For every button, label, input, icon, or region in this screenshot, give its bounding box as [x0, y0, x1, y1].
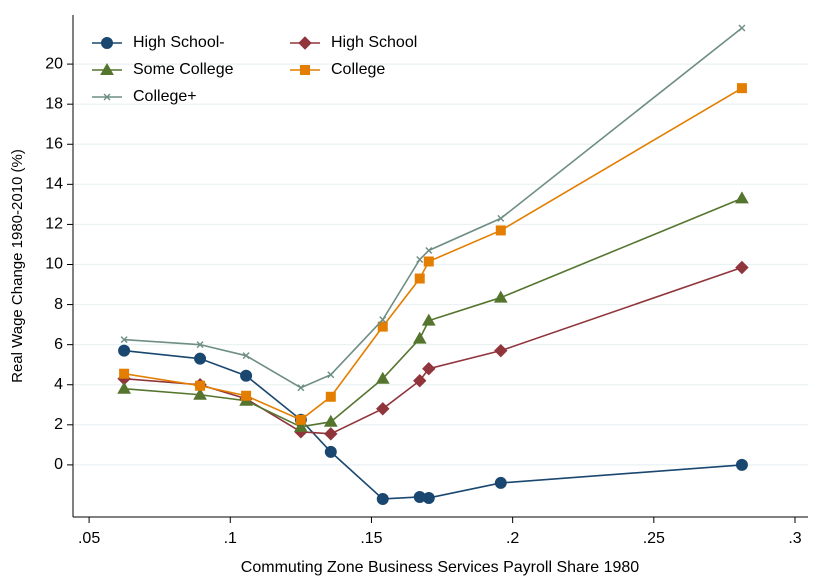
- marker: [413, 374, 427, 388]
- marker: [422, 361, 436, 376]
- marker: [416, 255, 424, 263]
- y-tick-label: 6: [54, 336, 63, 353]
- x-tick-label: .05: [78, 530, 100, 547]
- marker: [379, 316, 387, 324]
- marker: [375, 371, 390, 384]
- x-axis-title: Commuting Zone Business Services Payroll…: [241, 559, 640, 576]
- marker: [297, 384, 305, 392]
- marker: [425, 246, 433, 254]
- x-tick-label: .3: [788, 530, 801, 547]
- marker: [423, 256, 434, 267]
- marker: [412, 331, 427, 344]
- y-tick-label: 12: [45, 216, 63, 233]
- y-tick-label: 16: [45, 135, 63, 152]
- y-tick-label: 18: [45, 95, 63, 112]
- legend-marker: [101, 37, 113, 49]
- marker: [118, 344, 131, 357]
- y-tick-label: 14: [45, 176, 63, 193]
- marker: [325, 391, 336, 402]
- marker: [494, 343, 508, 358]
- marker: [735, 458, 748, 471]
- marker: [324, 445, 337, 458]
- marker: [376, 402, 390, 416]
- marker: [242, 352, 250, 360]
- x-tick-label: .1: [224, 530, 237, 547]
- marker: [119, 368, 130, 379]
- y-tick-label: 0: [54, 456, 63, 473]
- legend-marker: [100, 62, 114, 75]
- legend-marker: [103, 93, 111, 101]
- legend-label: College: [331, 61, 385, 78]
- y-tick-label: 4: [54, 376, 63, 393]
- legend-label: High School: [331, 34, 417, 51]
- marker: [193, 387, 207, 400]
- marker: [735, 191, 749, 204]
- y-tick-label: 8: [54, 296, 63, 313]
- marker: [324, 427, 338, 441]
- marker: [414, 273, 425, 284]
- legend-label: High School-: [133, 34, 225, 51]
- marker: [494, 476, 507, 489]
- marker: [194, 352, 207, 365]
- marker: [196, 341, 204, 349]
- marker: [738, 24, 746, 32]
- marker: [497, 214, 505, 222]
- series-line: [123, 87, 743, 421]
- legend-label: College+: [133, 88, 197, 105]
- x-tick-label: .25: [643, 530, 665, 547]
- marker: [377, 321, 388, 332]
- marker: [495, 225, 506, 236]
- y-tick-label: 2: [54, 416, 63, 433]
- x-tick-label: .15: [360, 530, 382, 547]
- marker: [422, 491, 435, 504]
- marker: [736, 83, 747, 94]
- marker: [294, 419, 308, 432]
- marker: [195, 380, 206, 391]
- series-line: [124, 349, 742, 500]
- series-line: [124, 27, 743, 389]
- legend-label: Some College: [133, 61, 234, 78]
- marker: [240, 369, 253, 382]
- y-tick-label: 10: [45, 256, 63, 273]
- marker: [117, 381, 131, 394]
- marker: [241, 390, 252, 401]
- marker: [493, 290, 508, 303]
- legend-marker: [298, 36, 312, 50]
- y-tick-label: 20: [45, 55, 63, 72]
- marker: [376, 492, 389, 505]
- marker: [295, 414, 306, 425]
- y-axis-title: Real Wage Change 1980-2010 (%): [9, 149, 26, 383]
- legend-marker: [300, 65, 310, 75]
- x-tick-label: .2: [506, 530, 519, 547]
- series-line: [124, 266, 743, 435]
- marker: [735, 260, 749, 275]
- marker: [421, 313, 436, 326]
- series-line: [124, 197, 743, 428]
- marker: [323, 414, 338, 427]
- marker: [120, 336, 128, 344]
- marker: [327, 371, 335, 379]
